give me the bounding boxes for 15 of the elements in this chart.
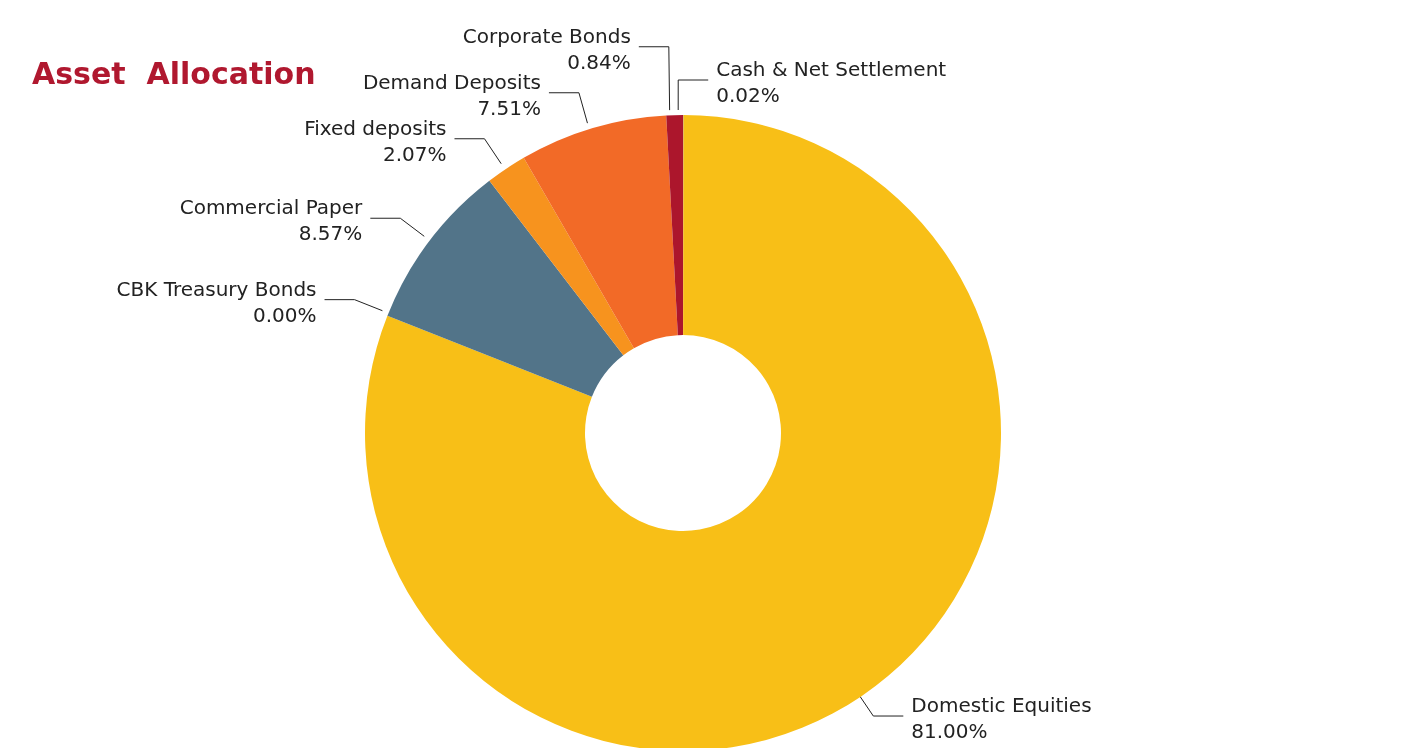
slice-label: Cash & Net Settlement xyxy=(716,57,947,81)
data-label: 81.00% xyxy=(911,719,988,744)
data-label: 8.57% xyxy=(298,221,363,246)
data-label: 7.51% xyxy=(477,95,541,120)
category-label: CBK Treasury Bonds xyxy=(116,276,317,301)
data-label: 0.02% xyxy=(716,83,780,107)
slice-label: Commercial Paper xyxy=(179,195,364,220)
slice-label: Corporate Bonds xyxy=(462,23,631,48)
slice-label: Domestic Equities xyxy=(911,693,1092,718)
text: Asset Allocation xyxy=(32,56,316,91)
text: 0.00% xyxy=(252,302,317,327)
data-label: 0.84% xyxy=(567,49,631,74)
data-label: 2.07% xyxy=(382,141,447,166)
slice-label: Demand Deposits xyxy=(362,69,541,94)
slice-label: Fixed deposits xyxy=(304,115,447,140)
